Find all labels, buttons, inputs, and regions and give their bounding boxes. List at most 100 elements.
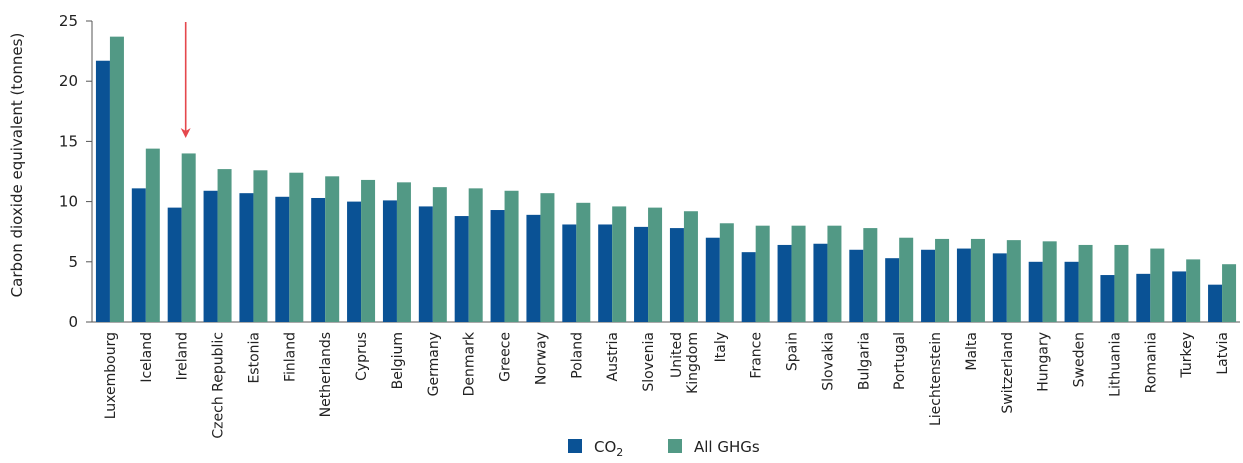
bar-co2-slovenia [634,226,649,322]
bar-co2-france [741,252,756,322]
bar-ghg-lithuania [1114,244,1129,322]
bar-ghg-poland [576,202,591,322]
y-tick-label: 0 [68,313,78,331]
bar-ghg-france [755,225,770,322]
bar-co2-romania [1136,273,1151,322]
x-tick-label: Spain [785,332,801,371]
legend-swatch [568,439,582,453]
bar-ghg-luxembourg [109,36,124,322]
x-tick-label: Belgium [390,332,406,389]
x-tick-label: France [749,332,765,379]
bar-ghg-czech-republic [217,169,232,322]
x-tick-label: Germany [426,332,442,396]
x-tick-label: Estonia [246,332,262,384]
x-tick-label: Luxembourg [103,332,119,419]
bar-ghg-spain [791,225,806,322]
bar-ghg-switzerland [1006,240,1021,322]
x-axis-labels: Luxembourg Iceland Ireland Czech Republic Es… [103,331,1231,438]
bar-co2-ireland [167,207,182,322]
bar-ghg-iceland [145,148,160,322]
x-tick-label: Kingdom [685,332,701,394]
bar-ghg-cyprus [361,179,376,322]
legend: CO2 All GHGs [568,438,760,459]
x-tick-label: Iceland [139,332,155,383]
bar-co2-greece [490,210,505,322]
x-tick-label: Sweden [1072,332,1088,387]
x-tick-label: Romania [1143,332,1159,393]
legend-swatch [668,439,682,453]
bar-co2-hungary [1028,261,1043,322]
bars [95,36,1237,323]
bar-co2-germany [418,206,433,322]
bar-ghg-estonia [253,170,268,322]
x-tick-label: Czech Republic [211,332,227,439]
x-tick-label: Hungary [1036,332,1052,392]
x-tick-label: Greece [498,332,514,382]
bar-ghg-belgium [396,182,411,322]
x-tick-label: United [669,332,685,378]
bar-ghg-netherlands [325,176,340,322]
bar-co2-iceland [131,188,146,322]
x-tick-label: Slovenia [641,332,657,392]
bar-ghg-sweden [1078,244,1093,322]
x-tick-label: Liechtenstein [928,332,944,426]
bar-co2-belgium [382,200,397,322]
bar-co2-united-kingdom [669,228,684,322]
bar-ghg-slovakia [827,225,842,322]
bar-co2-netherlands [311,197,326,322]
bar-co2-cyprus [347,201,362,322]
bar-co2-italy [705,237,720,322]
bar-ghg-latvia [1222,264,1237,322]
bar-co2-estonia [239,193,254,322]
x-tick-label: Ireland [175,332,191,380]
bar-ghg-liechtenstein [935,238,950,322]
x-tick-label: Turkey [1179,332,1195,379]
bar-ghg-united-kingdom [683,211,698,322]
bar-co2-austria [598,224,613,322]
x-tick-label: Malta [964,332,980,371]
bar-ghg-finland [289,172,304,322]
x-tick-label: Netherlands [318,332,334,417]
x-tick-label: Austria [605,332,621,381]
bar-ghg-slovenia [648,207,663,322]
y-tick-label: 10 [59,193,78,211]
bar-ghg-romania [1150,248,1165,322]
bar-co2-lithuania [1100,275,1115,322]
x-tick-label: Switzerland [1000,332,1016,414]
bar-co2-portugal [885,258,900,322]
bar-co2-norway [526,214,541,322]
bar-co2-luxembourg [95,60,110,323]
bar-co2-slovakia [813,243,828,322]
legend-label: All GHGs [694,438,760,456]
bar-ghg-denmark [468,188,483,322]
x-tick-label: Portugal [892,332,908,390]
x-tick-label: Denmark [462,331,478,396]
bar-co2-sweden [1064,261,1079,322]
x-tick-label: Norway [533,332,549,385]
y-tick-label: 20 [59,72,78,90]
y-tick-label: 15 [59,132,78,150]
x-tick-label: Bulgaria [856,332,872,390]
x-tick-label: Finland [282,332,298,382]
bar-co2-finland [275,196,290,322]
x-tick-label: Latvia [1215,332,1231,375]
x-tick-label: Cyprus [354,332,370,381]
bar-ghg-greece [504,190,519,322]
bar-ghg-portugal [899,237,914,322]
x-tick-label: Slovakia [820,332,836,391]
bar-co2-liechtenstein [921,249,936,322]
bar-ghg-germany [432,187,447,322]
bar-ghg-malta [970,238,985,322]
bar-ghg-austria [612,206,627,322]
y-tick-label: 25 [59,12,78,30]
x-tick-label: Poland [569,332,585,379]
y-axis-title: Carbon dioxide equivalent (tonnes) [8,33,26,298]
bar-ghg-italy [719,223,734,322]
bar-ghg-bulgaria [863,228,878,322]
bar-co2-czech-republic [203,190,218,322]
x-tick-label: Lithuania [1107,332,1123,397]
bar-co2-bulgaria [849,249,864,322]
bar-co2-switzerland [992,253,1007,322]
